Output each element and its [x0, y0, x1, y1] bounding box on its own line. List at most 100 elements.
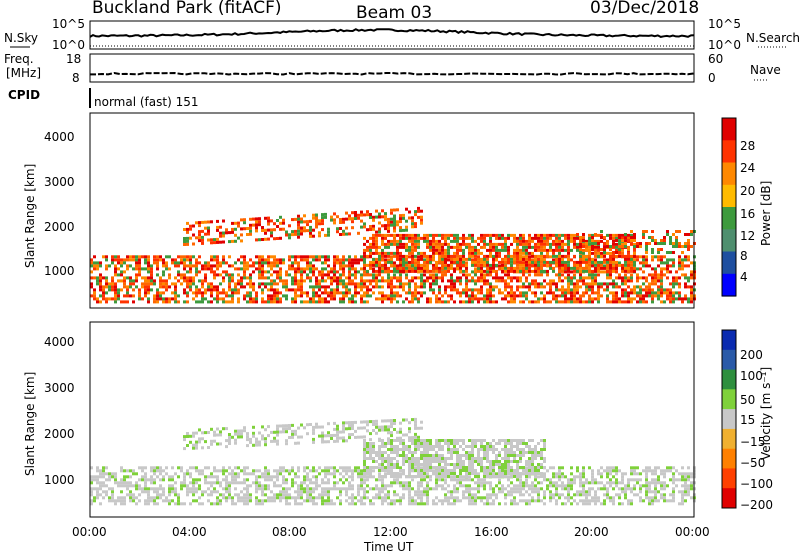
heatmap-cell — [660, 291, 663, 295]
heatmap-cell — [420, 251, 423, 255]
heatmap-cell — [330, 487, 333, 491]
heatmap-cell — [402, 300, 405, 304]
heatmap-cell — [177, 502, 180, 506]
heatmap-cell — [438, 469, 441, 472]
heatmap-cell — [489, 245, 492, 249]
heatmap-cell — [354, 255, 357, 259]
heatmap-cell — [417, 426, 420, 430]
heatmap-cell — [483, 260, 486, 264]
heatmap-cell — [381, 439, 384, 442]
heatmap-cell — [690, 230, 693, 233]
heatmap-cell — [384, 445, 387, 448]
heatmap-cell — [174, 297, 177, 301]
heatmap-cell — [681, 245, 684, 248]
heatmap-cell — [492, 466, 495, 469]
heatmap-cell — [387, 428, 390, 432]
heatmap-cell — [534, 279, 537, 283]
heatmap-cell — [222, 231, 225, 235]
heatmap-cell — [582, 248, 585, 252]
heatmap-cell — [384, 484, 387, 488]
heatmap-cell — [666, 294, 669, 298]
power-heatmap — [90, 206, 696, 304]
heatmap-cell — [165, 279, 168, 283]
heatmap-cell — [327, 487, 330, 491]
heatmap-cell — [600, 260, 603, 264]
heatmap-cell — [294, 441, 297, 445]
heatmap-cell — [216, 273, 219, 277]
heatmap-cell — [432, 266, 435, 270]
heatmap-cell — [453, 442, 456, 445]
heatmap-cell — [420, 439, 423, 442]
heatmap-cell — [162, 261, 165, 265]
heatmap-cell — [123, 285, 126, 289]
power-colorbar-label: Power [dB] — [759, 181, 773, 246]
heatmap-cell — [378, 245, 381, 249]
heatmap-cell — [507, 478, 510, 482]
heatmap-cell — [675, 291, 678, 295]
heatmap-cell — [192, 481, 195, 485]
heatmap-cell — [507, 251, 510, 255]
heatmap-cell — [351, 273, 354, 277]
heatmap-cell — [648, 242, 651, 245]
heatmap-cell — [540, 282, 543, 286]
heatmap-cell — [153, 499, 156, 503]
heatmap-cell — [234, 239, 237, 243]
heatmap-cell — [198, 469, 201, 473]
heatmap-cell — [225, 496, 228, 500]
heatmap-cell — [441, 472, 444, 475]
heatmap-cell — [450, 472, 453, 475]
heatmap-cell — [156, 475, 159, 479]
heatmap-cell — [111, 261, 114, 265]
heatmap-cell — [393, 214, 396, 218]
heatmap-cell — [561, 288, 564, 292]
heatmap-cell — [183, 447, 186, 451]
heatmap-cell — [129, 475, 132, 479]
heatmap-cell — [558, 257, 561, 261]
heatmap-cell — [576, 279, 579, 283]
heatmap-cell — [162, 478, 165, 482]
heatmap-cell — [468, 445, 471, 448]
heatmap-cell — [561, 248, 564, 252]
heatmap-cell — [285, 294, 288, 298]
heatmap-cell — [366, 457, 369, 460]
heatmap-cell — [306, 223, 309, 227]
heatmap-cell — [135, 285, 138, 289]
heatmap-cell — [156, 291, 159, 295]
heatmap-cell — [444, 442, 447, 445]
heatmap-cell — [186, 435, 189, 438]
heatmap-cell — [402, 454, 405, 457]
heatmap-cell — [300, 255, 303, 259]
heatmap-cell — [174, 294, 177, 298]
heatmap-cell — [663, 239, 666, 242]
heatmap-cell — [642, 230, 645, 233]
heatmap-cell — [642, 233, 645, 236]
heatmap-cell — [468, 493, 471, 497]
heatmap-cell — [339, 218, 342, 221]
heatmap-cell — [450, 457, 453, 460]
heatmap-cell — [255, 291, 258, 295]
heatmap-cell — [444, 496, 447, 500]
heatmap-cell — [390, 263, 393, 267]
heatmap-cell — [456, 260, 459, 264]
heatmap-cell — [684, 233, 687, 236]
heatmap-cell — [483, 263, 486, 267]
heatmap-cell — [108, 475, 111, 479]
heatmap-cell — [351, 220, 354, 224]
heatmap-cell — [420, 472, 423, 475]
heatmap-cell — [516, 266, 519, 270]
heatmap-cell — [567, 276, 570, 280]
heatmap-cell — [291, 481, 294, 485]
heatmap-cell — [507, 248, 510, 252]
heatmap-cell — [471, 260, 474, 264]
heatmap-cell — [450, 273, 453, 277]
heatmap-cell — [282, 466, 285, 470]
heatmap-cell — [327, 276, 330, 280]
heatmap-cell — [216, 294, 219, 298]
heatmap-cell — [393, 269, 396, 273]
heatmap-cell — [408, 499, 411, 503]
heatmap-cell — [387, 431, 390, 435]
heatmap-cell — [273, 300, 276, 304]
heatmap-cell — [471, 236, 474, 240]
heatmap-cell — [231, 276, 234, 280]
heatmap-cell — [432, 279, 435, 283]
